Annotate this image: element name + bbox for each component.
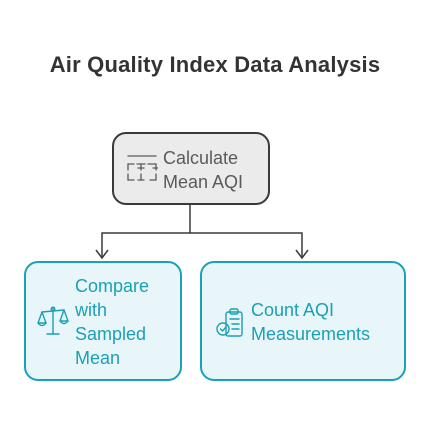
node-count-aqi-measurements: Count AQI Measurements bbox=[200, 261, 406, 381]
node-compare-with-sampled-mean: Compare with Sampled Mean bbox=[24, 261, 182, 381]
node-label: Calculate Mean AQI bbox=[163, 146, 243, 194]
arrowhead-count bbox=[295, 249, 309, 260]
label-line: Calculate bbox=[163, 148, 239, 168]
label-line: Sampled bbox=[75, 324, 147, 344]
clipboard-list-icon bbox=[216, 308, 243, 337]
diagram-title: Air Quality Index Data Analysis bbox=[49, 52, 381, 77]
label-line: Count AQI bbox=[251, 300, 335, 320]
calculator-grid-icon bbox=[127, 155, 158, 181]
node-label: Count AQI Measurements bbox=[251, 298, 370, 346]
node-calculate-mean-aqi: Calculate Mean AQI bbox=[112, 132, 270, 205]
label-line: Compare bbox=[75, 276, 150, 296]
balance-scale-icon bbox=[37, 306, 69, 335]
edge-calculate-to-compare bbox=[101, 205, 191, 257]
label-line: Measurements bbox=[251, 324, 371, 344]
label-line: Mean bbox=[75, 348, 121, 368]
node-label: Compare with Sampled Mean bbox=[75, 274, 149, 370]
label-line: Mean AQI bbox=[163, 172, 244, 192]
label-line: with bbox=[75, 300, 108, 320]
edge-calculate-to-count bbox=[190, 232, 303, 257]
arrowhead-compare bbox=[95, 249, 109, 260]
